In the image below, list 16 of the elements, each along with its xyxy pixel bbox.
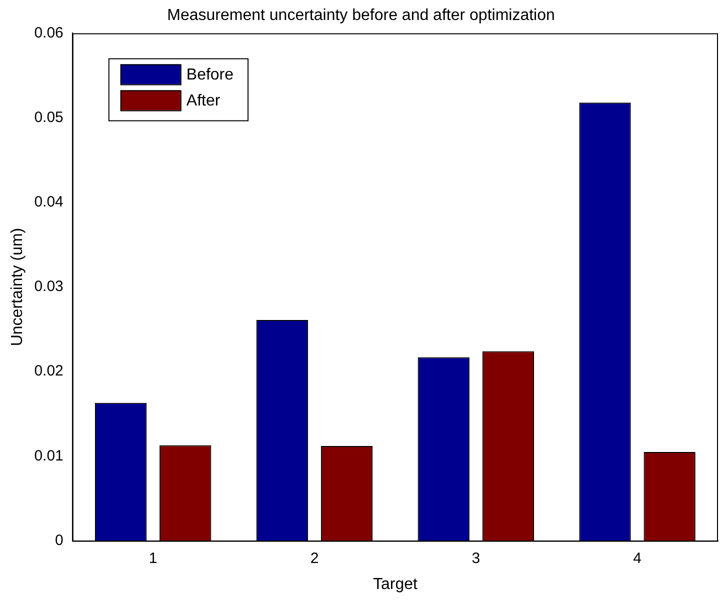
legend-label: Before xyxy=(186,66,234,84)
x-tick-label: 1 xyxy=(148,550,158,567)
y-tick-label: 0 xyxy=(55,532,64,549)
x-tick-label: 2 xyxy=(310,550,319,567)
y-tick-label: 0.02 xyxy=(34,362,64,380)
y-tick-label: 0.04 xyxy=(34,194,64,211)
legend-label: After xyxy=(186,92,221,110)
x-axis-title: Target xyxy=(372,576,418,593)
x-tick-label: 4 xyxy=(633,550,642,567)
y-tick-label: 0.01 xyxy=(34,447,64,464)
y-axis-title: Uncertainty (um) xyxy=(9,228,26,346)
chart-title: Measurement uncertainty before and after optimization xyxy=(167,7,555,24)
x-tick-label: 3 xyxy=(472,550,480,567)
y-tick-label: 0.03 xyxy=(34,278,64,296)
y-tick-label: 0.05 xyxy=(34,108,64,126)
y-tick-label: 0.06 xyxy=(34,24,64,42)
